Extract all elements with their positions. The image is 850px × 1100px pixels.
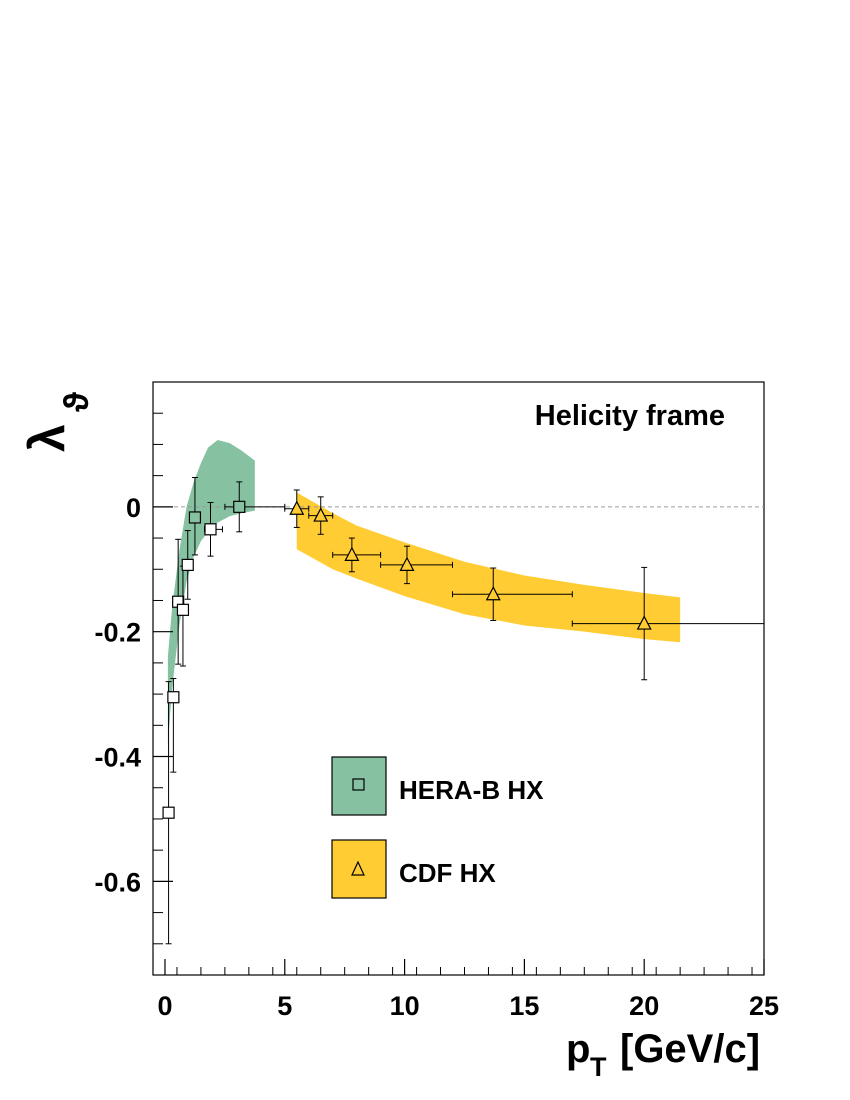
x-axis-title-main: p	[566, 1027, 590, 1071]
square-marker	[233, 500, 246, 513]
band-1	[296, 492, 681, 643]
square-marker	[162, 806, 175, 819]
x-tick-label: 25	[749, 991, 779, 1021]
x-tick-label: 20	[629, 991, 659, 1021]
cdf-point	[284, 489, 310, 528]
y-axis-title-sub: ϑ	[58, 392, 96, 412]
band-0	[167, 440, 255, 745]
herab-point	[188, 477, 202, 556]
y-tick-label: -0.2	[94, 618, 141, 648]
y-tick-label: -0.6	[94, 867, 141, 897]
y-tick-label: -0.4	[94, 743, 141, 773]
legend-swatch-cdf	[331, 839, 387, 899]
legend-marker-square	[352, 778, 365, 791]
triangle-marker	[636, 615, 652, 630]
herab-point	[181, 530, 194, 600]
herab-point	[224, 481, 286, 533]
legend-swatch-herab	[331, 756, 387, 816]
x-tick-label: 15	[509, 991, 539, 1021]
x-axis-title: p T [GeV/c]	[566, 1027, 760, 1082]
y-tick-label: 0	[126, 493, 141, 523]
legend-entry-herab: HERA-B HX	[331, 756, 544, 816]
triangle-marker	[289, 500, 305, 515]
triangle-marker	[344, 546, 360, 562]
uncertainty-bands	[167, 440, 681, 745]
triangle-marker	[485, 585, 501, 601]
cdf-point	[380, 545, 454, 585]
herab-point	[204, 501, 223, 557]
legend-label-cdf: CDF HX	[399, 858, 496, 888]
cdf-point	[332, 537, 382, 573]
x-axis-title-sub: T	[590, 1052, 607, 1082]
y-axis-title-main: λ	[19, 424, 75, 452]
legend-label-herab: HERA-B HX	[399, 775, 544, 805]
legend-marker-triangle	[351, 860, 365, 876]
frame-label: Helicity frame	[535, 400, 725, 432]
axes: 0 5 10 15 20 25 0 -0.2 -0.4 -0.6	[94, 412, 779, 1021]
data-points	[162, 477, 765, 945]
square-marker	[176, 603, 190, 616]
legend-entry-cdf: CDF HX	[331, 839, 496, 899]
cdf-point	[571, 566, 765, 681]
legend: HERA-B HX CDF HX	[331, 756, 544, 899]
square-marker	[167, 691, 180, 704]
square-marker	[188, 511, 202, 524]
herab-point	[167, 678, 180, 773]
square-marker	[204, 523, 217, 536]
y-axis-title: λ ϑ	[19, 392, 96, 452]
x-tick-label: 5	[277, 991, 292, 1021]
cdf-point	[452, 567, 573, 621]
triangle-marker	[399, 556, 415, 571]
triangle-marker	[313, 507, 329, 522]
plot-frame	[152, 381, 765, 976]
x-tick-label: 10	[390, 991, 420, 1021]
herab-point	[162, 681, 175, 945]
herab-point	[172, 538, 185, 665]
x-tick-label: 0	[157, 991, 172, 1021]
cdf-point	[308, 496, 334, 535]
square-marker	[181, 558, 194, 571]
x-axis-title-unit: [GeV/c]	[620, 1027, 760, 1071]
